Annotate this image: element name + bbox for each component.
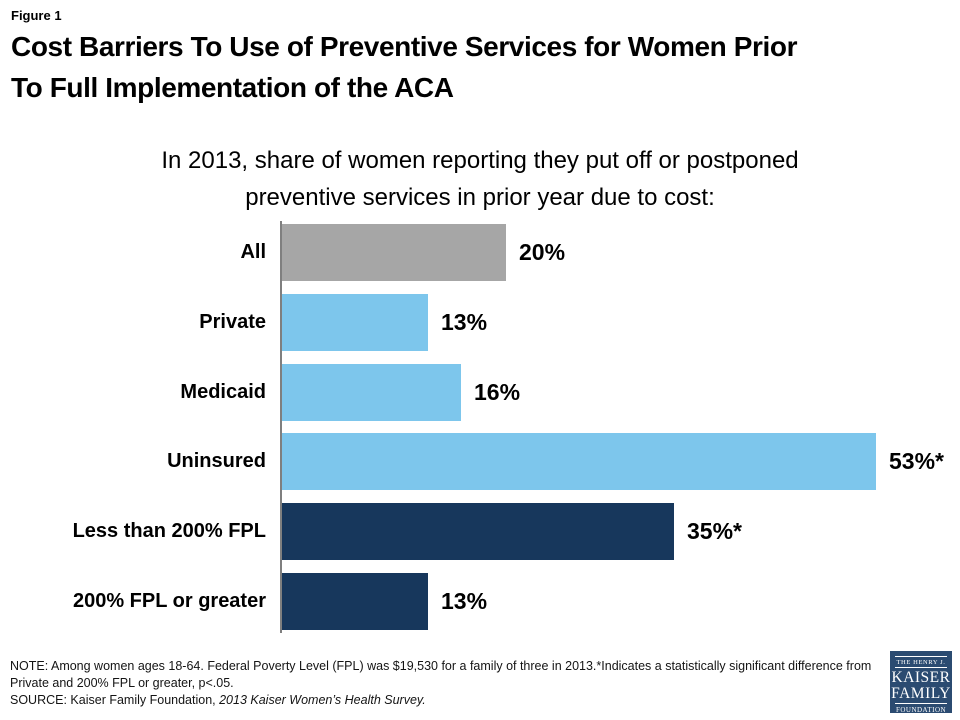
note-text: NOTE: Among women ages 18-64. Federal Po… (10, 659, 872, 690)
bar (282, 224, 506, 281)
bar (282, 363, 461, 421)
bar-row: Medicaid 16% (0, 363, 952, 421)
bar (282, 433, 876, 491)
chart-subtitle: In 2013, share of women reporting they p… (0, 142, 960, 216)
logo-foundation: FOUNDATION (895, 702, 947, 714)
source-title: 2013 Kaiser Women’s Health Survey. (219, 693, 426, 707)
figure-label: Figure 1 (11, 8, 62, 23)
subtitle-line-2: preventive services in prior year due to… (245, 184, 715, 211)
bar-row: 200% FPL or greater 13% (0, 572, 952, 630)
category-label: Medicaid (180, 380, 266, 403)
kaiser-family-foundation-logo: THE HENRY J. KAISER FAMILY FOUNDATION (890, 651, 952, 714)
value-label: 13% (441, 308, 488, 335)
footnote: NOTE: Among women ages 18-64. Federal Po… (10, 658, 878, 709)
bar-row: All 20% (0, 224, 952, 281)
value-label: 20% (519, 239, 566, 265)
value-label: 35%* (687, 518, 742, 545)
category-label: 200% FPL or greater (72, 589, 266, 612)
category-label: Uninsured (167, 450, 266, 473)
bar (282, 503, 674, 561)
category-label: All (240, 241, 266, 263)
bar-row: Less than 200% FPL 35%* (0, 503, 952, 561)
category-label: Less than 200% FPL (72, 520, 266, 543)
value-label: 16% (474, 378, 521, 405)
y-axis-line (280, 221, 282, 633)
page-title: Cost Barriers To Use of Preventive Servi… (11, 26, 797, 108)
source-text: SOURCE: Kaiser Family Foundation, 2013 K… (10, 692, 878, 709)
bar (282, 572, 428, 630)
value-label: 53%* (889, 448, 944, 475)
subtitle-line-1: In 2013, share of women reporting they p… (161, 147, 799, 174)
source-prefix: SOURCE: Kaiser Family Foundation, (10, 693, 220, 707)
bar (282, 293, 428, 351)
logo-family: FAMILY (891, 684, 951, 702)
category-label: Private (199, 310, 266, 333)
title-line-1: Cost Barriers To Use of Preventive Servi… (11, 31, 798, 62)
bar-chart: All 20% Private 13% Medicaid 16% Uninsured 53%*… (0, 221, 952, 633)
bar-rows: All 20% Private 13% Medicaid 16% Uninsured 53%*… (0, 224, 952, 630)
logo-kaiser: KAISER (891, 668, 951, 686)
title-line-2: To Full Implementation of the ACA (11, 72, 454, 103)
bar-row: Uninsured 53%* (0, 433, 952, 491)
bar-row: Private 13% (0, 293, 952, 351)
logo-henry-j: THE HENRY J. (895, 656, 947, 668)
value-label: 13% (441, 587, 488, 614)
